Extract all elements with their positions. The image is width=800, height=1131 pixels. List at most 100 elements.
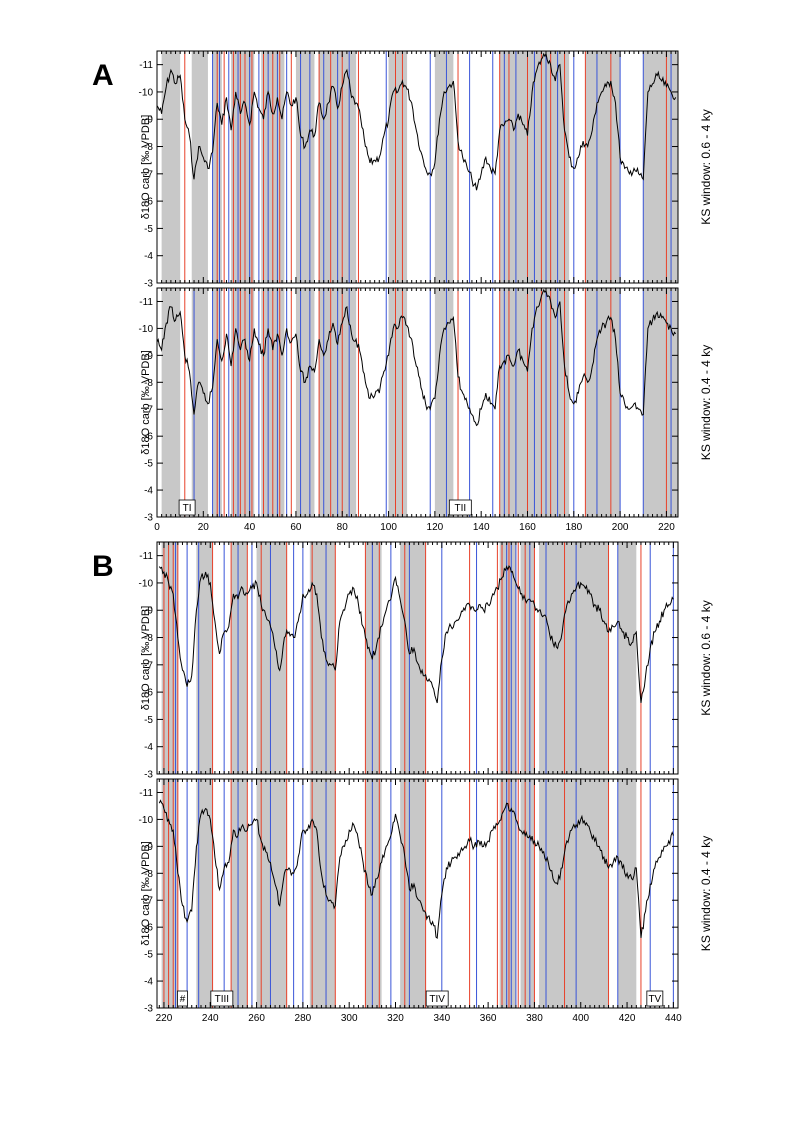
y-tick-label: -10: [139, 578, 154, 589]
y-tick-label: -3: [144, 513, 153, 524]
shaded-interval: [499, 542, 516, 774]
x-tick-label: 380: [526, 1013, 543, 1024]
shaded-interval: [309, 779, 336, 1008]
termination-box: [178, 499, 196, 516]
y-tick-label: -6: [144, 923, 153, 934]
panel-label: A: [92, 59, 114, 92]
y-tick-label: -3: [144, 770, 153, 781]
d18o-series-line: [157, 52, 677, 191]
plot-frame: [156, 541, 679, 775]
shaded-interval: [365, 779, 382, 1008]
shaded-interval: [643, 288, 678, 517]
y-tick-label: -5: [144, 224, 153, 235]
shaded-interval: [388, 288, 408, 517]
termination-label: #: [180, 994, 186, 1005]
plot-frame: [156, 50, 679, 284]
termination-label: TII: [455, 503, 467, 514]
x-tick-label: 440: [665, 1013, 682, 1024]
chart-panel-3: -11 -10 -9 -8 -7 -6 -5 -4 -3 δ18O carb [‰ VPDB] KS…: [92, 541, 713, 781]
shaded-interval: [520, 542, 535, 774]
x-tick-label: 300: [341, 1013, 358, 1024]
y-tick-label: -8: [144, 142, 153, 153]
shaded-interval: [231, 51, 255, 283]
shaded-interval: [196, 542, 213, 774]
y-tick-label: -5: [144, 715, 153, 726]
y-tick-label: -4: [144, 251, 153, 262]
plot-frame: [156, 778, 679, 1009]
shaded-interval: [617, 542, 637, 774]
shaded-interval: [191, 288, 208, 517]
x-tick-label: 220: [156, 1013, 173, 1024]
ks-window-label: KS window: 0.4 - 4 ky: [699, 836, 713, 951]
y-tick-label: -10: [139, 324, 154, 335]
termination-box: [448, 499, 472, 516]
shaded-interval: [231, 288, 255, 517]
y-tick-label: -10: [139, 87, 154, 98]
x-tick-label: 420: [619, 1013, 636, 1024]
d18o-series-line: [157, 288, 677, 427]
y-tick-label: -11: [139, 551, 153, 562]
y-tick-label: -7: [144, 405, 153, 416]
shaded-interval: [295, 288, 315, 517]
x-tick-label: 240: [202, 1013, 219, 1024]
shaded-interval: [231, 542, 248, 774]
y-tick-label: -9: [144, 606, 153, 617]
y-tick-label: -4: [144, 486, 153, 497]
x-tick-label: 60: [290, 522, 302, 533]
shaded-interval: [365, 542, 382, 774]
x-tick-label: 360: [480, 1013, 497, 1024]
x-tick-label: 40: [244, 522, 256, 533]
y-tick-label: -4: [144, 977, 153, 988]
shaded-interval: [643, 51, 678, 283]
x-tick-label: 160: [519, 522, 536, 533]
shaded-interval: [309, 542, 336, 774]
termination-box: [210, 990, 234, 1007]
shaded-interval: [539, 779, 609, 1008]
y-tick-label: -7: [144, 896, 153, 907]
x-tick-label: 400: [572, 1013, 589, 1024]
y-tick-label: -11: [139, 297, 153, 308]
shaded-interval: [400, 779, 426, 1008]
shaded-interval: [585, 51, 621, 283]
shaded-interval: [161, 288, 181, 517]
shaded-interval: [161, 51, 181, 283]
chart-panel-1: -11 -10 -9 -8 -7 -6 -5 -4 -3 δ18O carb [‰ VPDB] KS…: [92, 50, 713, 290]
y-tick-label: -8: [144, 869, 153, 880]
x-tick-label: 340: [433, 1013, 450, 1024]
shaded-interval: [539, 542, 609, 774]
plot-area: [157, 288, 678, 517]
plot-area: [158, 542, 674, 774]
termination-box: [646, 990, 664, 1007]
y-axis-label: δ18O carb [‰ VPDB]: [140, 606, 152, 711]
y-tick-label: -3: [144, 1004, 153, 1015]
y-tick-label: -6: [144, 432, 153, 443]
termination-label: TIV: [429, 994, 445, 1005]
chart-panel-2: -11 -10 -9 -8 -7 -6 -5 -4 -30 20 40 60 80 100 120 140 16…: [139, 287, 713, 533]
panel-label: B: [92, 550, 114, 583]
shaded-interval: [434, 288, 454, 517]
y-tick-label: -3: [144, 279, 153, 290]
shaded-interval: [191, 51, 208, 283]
termination-label: TIII: [215, 994, 229, 1005]
x-tick-label: 280: [295, 1013, 312, 1024]
x-tick-label: 20: [198, 522, 210, 533]
y-tick-label: -10: [139, 815, 154, 826]
plot-area: [157, 51, 678, 283]
x-tick-label: 200: [612, 522, 629, 533]
shaded-interval: [400, 542, 426, 774]
y-tick-label: -9: [144, 115, 153, 126]
shaded-interval: [196, 779, 213, 1008]
y-tick-label: -8: [144, 378, 153, 389]
y-tick-label: -6: [144, 688, 153, 699]
shaded-interval: [617, 779, 637, 1008]
ks-window-label: KS window: 0.6 - 4 ky: [699, 600, 713, 715]
y-tick-label: -11: [139, 788, 153, 799]
shaded-interval: [520, 779, 535, 1008]
x-tick-label: 320: [387, 1013, 404, 1024]
y-axis-label: δ18O carb [‰ VPDB]: [140, 115, 152, 220]
shaded-interval: [499, 779, 516, 1008]
shaded-interval: [434, 51, 454, 283]
termination-label: TV: [648, 994, 661, 1005]
